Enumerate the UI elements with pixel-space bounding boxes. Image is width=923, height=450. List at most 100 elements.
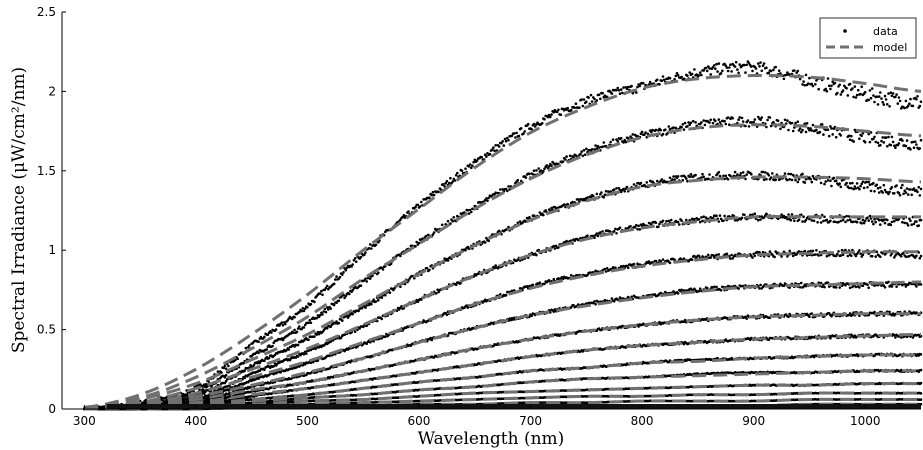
data-point bbox=[760, 69, 764, 73]
data-point bbox=[848, 138, 852, 141]
data-point bbox=[559, 113, 563, 116]
data-point bbox=[421, 237, 424, 240]
data-point bbox=[616, 86, 619, 90]
data-point bbox=[904, 144, 908, 148]
data-point bbox=[636, 85, 639, 89]
data-point bbox=[701, 172, 704, 176]
data-point bbox=[604, 189, 608, 193]
data-point bbox=[332, 282, 336, 286]
data-point bbox=[494, 191, 498, 194]
data-point bbox=[621, 91, 624, 95]
data-point bbox=[693, 68, 696, 71]
data-point bbox=[919, 218, 923, 222]
data-point bbox=[539, 169, 543, 172]
data-point bbox=[814, 83, 817, 86]
data-point bbox=[870, 220, 874, 223]
data-point bbox=[872, 94, 875, 97]
data-point bbox=[562, 203, 566, 206]
data-point bbox=[485, 155, 488, 158]
data-point bbox=[826, 77, 830, 80]
data-point bbox=[599, 97, 602, 101]
data-point bbox=[377, 298, 380, 302]
data-point bbox=[915, 220, 918, 223]
data-point bbox=[359, 284, 363, 288]
data-point bbox=[774, 178, 777, 182]
data-point bbox=[904, 99, 908, 103]
data-point bbox=[881, 100, 884, 104]
data-point bbox=[791, 254, 795, 258]
data-point bbox=[533, 125, 537, 128]
data-point bbox=[432, 193, 436, 197]
data-point bbox=[858, 249, 861, 252]
data-point bbox=[717, 118, 721, 121]
data-point bbox=[858, 137, 861, 140]
data-point bbox=[861, 218, 865, 222]
data-point bbox=[793, 69, 796, 72]
data-point bbox=[890, 94, 894, 98]
data-point bbox=[561, 160, 565, 163]
data-point bbox=[531, 173, 535, 176]
data-point bbox=[702, 69, 705, 72]
data-point bbox=[661, 75, 665, 78]
data-point bbox=[298, 310, 301, 314]
data-point bbox=[916, 95, 919, 98]
data-point bbox=[851, 181, 854, 185]
data-point bbox=[880, 139, 883, 143]
data-point bbox=[753, 118, 757, 121]
data-point bbox=[418, 205, 422, 208]
data-point bbox=[783, 118, 787, 122]
data-point bbox=[636, 227, 639, 231]
data-point bbox=[547, 165, 551, 168]
data-point bbox=[789, 218, 793, 222]
data-point bbox=[834, 179, 838, 182]
data-point bbox=[850, 134, 853, 138]
data-point bbox=[574, 102, 578, 105]
data-point bbox=[794, 121, 797, 125]
data-point bbox=[782, 284, 786, 288]
data-point bbox=[543, 282, 546, 286]
data-point bbox=[291, 317, 294, 321]
data-point bbox=[798, 77, 802, 81]
data-point bbox=[694, 173, 697, 177]
data-point bbox=[872, 181, 875, 185]
data-point bbox=[612, 230, 616, 233]
data-point bbox=[453, 179, 457, 182]
data-point bbox=[668, 76, 672, 80]
data-point bbox=[661, 258, 665, 261]
data-point bbox=[612, 188, 616, 191]
data-point bbox=[903, 106, 906, 110]
data-point bbox=[833, 220, 837, 224]
data-point bbox=[760, 116, 764, 119]
data-point bbox=[790, 121, 794, 125]
data-point bbox=[786, 217, 789, 221]
data-point bbox=[782, 77, 786, 81]
data-point bbox=[860, 134, 863, 138]
data-point bbox=[309, 302, 313, 306]
data-point bbox=[454, 283, 458, 287]
data-point bbox=[243, 376, 246, 380]
data-point bbox=[602, 195, 606, 199]
data-point bbox=[680, 75, 683, 79]
data-point bbox=[882, 218, 886, 222]
data-point bbox=[854, 96, 858, 99]
data-point bbox=[844, 220, 847, 224]
data-point bbox=[593, 148, 596, 151]
data-point bbox=[464, 167, 467, 170]
data-point bbox=[801, 220, 804, 223]
data-point bbox=[674, 74, 678, 78]
data-point bbox=[831, 80, 834, 84]
data-point bbox=[263, 368, 266, 372]
data-point bbox=[769, 176, 773, 179]
data-point bbox=[318, 313, 322, 317]
data-point bbox=[626, 266, 630, 270]
data-point bbox=[889, 143, 893, 147]
data-point bbox=[257, 340, 260, 343]
data-point bbox=[504, 187, 508, 191]
data-point bbox=[875, 183, 879, 187]
data-point bbox=[451, 219, 455, 223]
data-point bbox=[854, 285, 858, 289]
data-point bbox=[761, 64, 765, 67]
data-point bbox=[350, 265, 353, 268]
data-point bbox=[351, 263, 355, 266]
data-point bbox=[638, 84, 642, 88]
